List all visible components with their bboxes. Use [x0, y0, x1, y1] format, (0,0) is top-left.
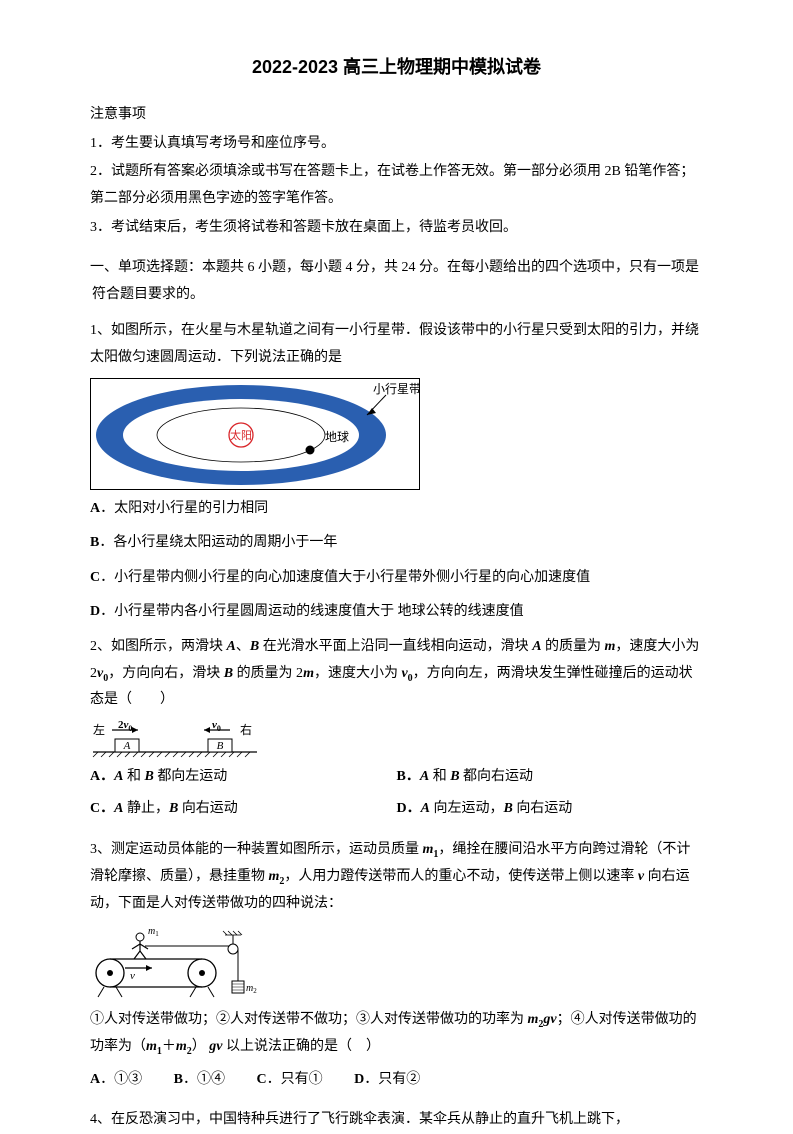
notice-block: 注意事项 1．考生要认真填写考场号和座位序号。 2．试题所有答案必须填涂或书写在… — [90, 102, 703, 241]
notice-item-3: 3．考试结束后，考生须将试卷和答题卡放在桌面上，待监考员收回。 — [90, 215, 703, 242]
q1-opt-d: D．小行星带内各小行星圆周运动的线速度值大于 地球公转的线速度值 — [90, 599, 703, 626]
collision-diagram: A B 左 2v0 v0 右 — [90, 720, 260, 758]
svg-text:B: B — [217, 740, 224, 752]
svg-text:左: 左 — [93, 722, 105, 737]
page-title: 2022-2023 高三上物理期中模拟试卷 — [90, 50, 703, 84]
q3-opt-d: D．只有② — [354, 1067, 420, 1094]
question-2: 2、如图所示，两滑块 A、B 在光滑水平面上沿同一直线相向运动，滑块 A 的质量… — [90, 634, 703, 829]
svg-text:v0: v0 — [212, 720, 221, 733]
q3-opt-a: A．①③ — [90, 1067, 142, 1094]
q3-opt-b: B．①④ — [174, 1067, 225, 1094]
notice-item-1: 1．考生要认真填写考场号和座位序号。 — [90, 131, 703, 158]
q2-opt-c: C．A 静止，B 向右运动 — [90, 796, 397, 823]
q3-opt-c: C．只有① — [256, 1067, 322, 1094]
q4-text: 4、在反恐演习中，中国特种兵进行了飞行跳伞表演．某伞兵从静止的直升飞机上跳下， — [90, 1107, 703, 1134]
q2-opt-b: B．A 和 B 都向右运动 — [397, 764, 704, 791]
svg-text:2v0: 2v0 — [118, 720, 132, 733]
q3-statements: ①人对传送带做功；②人对传送带不做功；③人对传送带做功的功率为 m2gv；④人对… — [90, 1007, 703, 1061]
q1-opt-c: C．小行星带内侧小行星的向心加速度值大于小行星带外侧小行星的向心加速度值 — [90, 565, 703, 592]
svg-text:A: A — [123, 740, 131, 752]
q1-options: AA．太阳对小行星的引力相同．太阳对小行星的引力相同 B．各小行星绕太阳运动的周… — [90, 496, 703, 626]
question-4: 4、在反恐演习中，中国特种兵进行了飞行跳伞表演．某伞兵从静止的直升飞机上跳下， — [90, 1107, 703, 1134]
q3-options: A．①③ B．①④ C．只有① D．只有② — [90, 1067, 703, 1100]
q3-figure: v m1 m2 — [90, 923, 703, 1001]
q2-figure: A B 左 2v0 v0 右 — [90, 720, 703, 758]
q1-figure: 太阳 地球 小行星带 — [90, 378, 703, 490]
notice-item-2: 2．试题所有答案必须填涂或书写在答题卡上，在试卷上作答无效。第一部分必须用 2B… — [90, 159, 703, 212]
q2-opt-d: D．A 向左运动，B 向右运动 — [397, 796, 704, 823]
svg-text:m1: m1 — [148, 926, 159, 938]
q3-text: 3、测定运动员体能的一种装置如图所示，运动员质量 m1，绳拴在腰间沿水平方向跨过… — [90, 837, 703, 917]
svg-text:v: v — [130, 970, 135, 982]
q2-opt-a: A．A 和 B 都向左运动 — [90, 764, 397, 791]
treadmill-diagram: v m1 m2 — [90, 923, 265, 1001]
svg-text:m2: m2 — [246, 983, 257, 995]
asteroid-belt-diagram: 太阳 地球 小行星带 — [90, 378, 420, 490]
notice-heading: 注意事项 — [90, 102, 703, 129]
svg-text:右: 右 — [240, 722, 252, 737]
belt-label: 小行星带 — [373, 382, 420, 396]
earth-label: 地球 — [325, 430, 349, 444]
sun-label: 太阳 — [230, 429, 252, 442]
question-3: 3、测定运动员体能的一种装置如图所示，运动员质量 m1，绳拴在腰间沿水平方向跨过… — [90, 837, 703, 1099]
q2-text: 2、如图所示，两滑块 A、B 在光滑水平面上沿同一直线相向运动，滑块 A 的质量… — [90, 634, 703, 714]
q1-opt-a: AA．太阳对小行星的引力相同．太阳对小行星的引力相同 — [90, 496, 703, 523]
question-1: 1、如图所示，在火星与木星轨道之间有一小行星带．假设该带中的小行星只受到太阳的引… — [90, 318, 703, 626]
q1-opt-b: B．各小行星绕太阳运动的周期小于一年 — [90, 530, 703, 557]
q2-options: A．A 和 B 都向左运动 B．A 和 B 都向右运动 C．A 静止，B 向右运… — [90, 764, 703, 829]
q1-text: 1、如图所示，在火星与木星轨道之间有一小行星带．假设该带中的小行星只受到太阳的引… — [90, 318, 703, 371]
section1-heading: 一、单项选择题：本题共 6 小题，每小题 4 分，共 24 分。在每小题给出的四… — [90, 255, 703, 308]
